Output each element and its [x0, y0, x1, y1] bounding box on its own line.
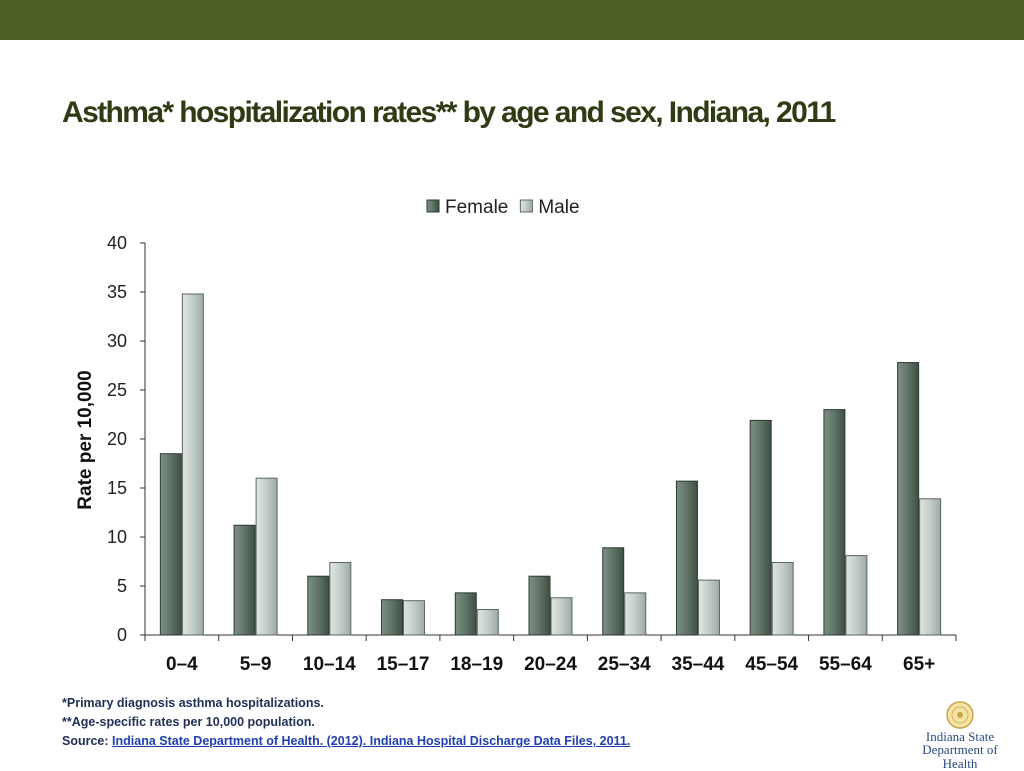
x-tick-label: 55–64	[819, 654, 872, 675]
bar-female-4	[454, 592, 477, 636]
x-tick-label: 25–34	[598, 654, 651, 675]
bar-male-5	[550, 597, 573, 636]
x-axis: 0–4 5–9 10–14 15–17 18–19 20–24 25–34 35–44 45–5…	[144, 634, 957, 675]
source-line: Source: Indiana State Department of Heal…	[62, 732, 630, 751]
x-tick-label: 20–24	[524, 654, 577, 675]
bar-female-6	[602, 547, 625, 636]
bar-male-3	[403, 600, 426, 636]
bar-male-2	[329, 561, 352, 636]
footnote-age-specific: **Age-specific rates per 10,000 populati…	[62, 715, 315, 729]
legend-swatch-male	[519, 199, 533, 213]
legend-label-female: Female	[445, 197, 508, 218]
x-tick-label: 15–17	[377, 654, 430, 675]
bar-female-2	[307, 575, 330, 636]
bar-female-9	[823, 409, 846, 636]
bar-chart: Female Male 0 5 10 15 20 25 30 35 40 0–4 5–9 10–14 1…	[75, 197, 957, 675]
x-tick-label: 10–14	[303, 654, 356, 675]
y-tick-label: 40	[107, 233, 127, 253]
bar-female-0	[159, 453, 182, 636]
footnotes: *Primary diagnosis asthma hospitalizatio…	[62, 694, 630, 751]
bar-female-5	[528, 575, 551, 636]
y-tick-label: 30	[107, 331, 127, 351]
y-tick-label: 20	[107, 429, 127, 449]
x-tick-label: 65+	[903, 654, 935, 675]
y-axis-label: Rate per 10,000	[75, 370, 96, 509]
bar-male-10	[919, 498, 942, 636]
slide-title: Asthma* hospitalization rates** by age a…	[62, 96, 836, 129]
chart-legend: Female Male	[426, 197, 580, 218]
y-tick-label: 35	[107, 282, 127, 302]
footnote-primary-diagnosis: *Primary diagnosis asthma hospitalizatio…	[62, 696, 324, 710]
bar-male-6	[624, 592, 647, 636]
seal-icon	[946, 701, 974, 729]
bar-female-7	[675, 480, 698, 636]
y-tick-label: 0	[117, 625, 127, 645]
y-tick-label: 15	[107, 478, 127, 498]
y-tick-label: 10	[107, 527, 127, 547]
bar-male-9	[845, 555, 868, 636]
x-tick-label: 35–44	[672, 654, 725, 675]
bar-male-8	[771, 561, 794, 636]
bars	[159, 293, 942, 636]
bar-female-1	[233, 524, 256, 636]
legend-swatch-female	[426, 199, 440, 213]
isdh-logo: Indiana State Department of Health	[904, 700, 1016, 771]
legend-label-male: Male	[538, 197, 579, 218]
y-axis: 0 5 10 15 20 25 30 35 40	[107, 233, 146, 645]
bar-female-8	[749, 419, 772, 636]
logo-line-2: Department of Health	[922, 742, 998, 771]
y-tick-label: 25	[107, 380, 127, 400]
bar-female-10	[897, 362, 920, 636]
bar-female-3	[381, 599, 404, 636]
bar-male-7	[697, 579, 720, 636]
source-label: Source:	[62, 734, 109, 748]
top-banner	[0, 0, 1024, 40]
x-tick-label: 0–4	[166, 654, 198, 675]
x-tick-label: 45–54	[745, 654, 798, 675]
logo-line-1: Indiana State	[925, 729, 995, 744]
x-tick-label: 5–9	[240, 654, 272, 675]
bar-male-4	[476, 609, 499, 636]
bar-male-0	[181, 293, 204, 636]
x-tick-label: 18–19	[450, 654, 503, 675]
bar-male-1	[255, 477, 278, 636]
y-tick-label: 5	[117, 576, 127, 596]
source-link[interactable]: Indiana State Department of Health. (201…	[112, 734, 631, 748]
